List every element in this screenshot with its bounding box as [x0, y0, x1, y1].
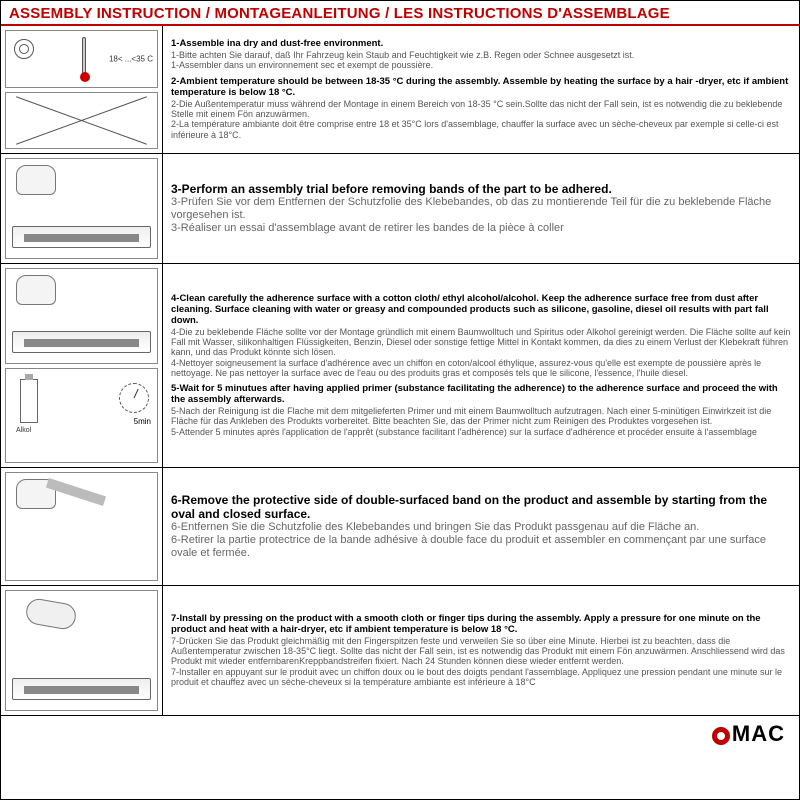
press-hand-icon	[24, 597, 78, 631]
step-1-de: 1-Bitte achten Sie darauf, daß Ihr Fahrz…	[171, 50, 791, 60]
hand-icon	[16, 165, 56, 195]
figure-cell-4	[1, 468, 163, 585]
row-3: Alkol 5min 4-Clean carefully the adheren…	[1, 264, 799, 468]
step-6-fr: 6-Retirer la partie protectrice de la ba…	[171, 534, 791, 559]
clock-label: 5min	[134, 417, 151, 426]
step-6: 6-Remove the protective side of double-s…	[171, 494, 791, 560]
step-4-fr: 4-Nettoyer soigneusement la surface d'ad…	[171, 358, 791, 379]
trim-strip-icon	[24, 234, 139, 242]
cross-out-icon	[12, 99, 151, 143]
pictogram-peel-tape	[5, 472, 158, 581]
bottle-label: Alkol	[16, 427, 31, 434]
footer: MAC	[1, 716, 799, 752]
text-cell-2: 3-Perform an assembly trial before remov…	[163, 154, 799, 263]
step-1-en: 1-Assemble ina dry and dust-free environ…	[171, 39, 791, 50]
step-3-de: 3-Prüfen Sie vor dem Entfernen der Schut…	[171, 196, 791, 221]
step-7-de: 7-Drücken Sie das Produkt gleichmäßig mi…	[171, 636, 791, 667]
trim-strip-icon	[24, 686, 139, 694]
step-7-en: 7-Install by pressing on the product wit…	[171, 614, 791, 636]
row-2: 3-Perform an assembly trial before remov…	[1, 154, 799, 264]
step-2: 2-Ambient temperature should be between …	[171, 77, 791, 140]
pictogram-sun-thermometer: 18< ...<35 C	[5, 30, 158, 88]
step-4-en: 4-Clean carefully the adherence surface …	[171, 294, 791, 327]
pictogram-no-spray	[5, 92, 158, 150]
logo-o-icon	[712, 727, 730, 745]
header-bar: ASSEMBLY INSTRUCTION / MONTAGEANLEITUNG …	[1, 1, 799, 26]
step-7-fr: 7-Installer en appuyant sur le produit a…	[171, 667, 791, 688]
step-2-en: 2-Ambient temperature should be between …	[171, 77, 791, 99]
text-cell-1: 1-Assemble ina dry and dust-free environ…	[163, 26, 799, 153]
step-6-de: 6-Entfernen Sie die Schutzfolie des Kleb…	[171, 521, 791, 534]
step-5-fr: 5-Attender 5 minutes après l'application…	[171, 427, 791, 437]
step-3: 3-Perform an assembly trial before remov…	[171, 183, 791, 235]
figure-cell-2	[1, 154, 163, 263]
temperature-range-label: 18< ...<35 C	[109, 54, 153, 63]
pictogram-clean-surface	[5, 268, 158, 364]
figure-cell-5	[1, 586, 163, 715]
row-4: 6-Remove the protective side of double-s…	[1, 468, 799, 586]
thermometer-icon	[82, 37, 86, 77]
text-cell-4: 6-Remove the protective side of double-s…	[163, 468, 799, 585]
step-5-de: 5-Nach der Reinigung ist die Flache mit …	[171, 406, 791, 427]
row-1: 18< ...<35 C 1-Assemble ina dry and dust…	[1, 26, 799, 154]
step-2-de: 2-Die Außentemperatur muss während der M…	[171, 99, 791, 120]
row-5: 7-Install by pressing on the product wit…	[1, 586, 799, 716]
wipe-hand-icon	[16, 275, 56, 305]
clock-icon	[119, 383, 149, 413]
step-1-fr: 1-Assembler dans un environnement sec et…	[171, 60, 791, 70]
sun-icon	[14, 39, 34, 59]
step-5: 5-Wait for 5 minutues after having appli…	[171, 384, 791, 437]
figure-cell-3: Alkol 5min	[1, 264, 163, 467]
pictogram-press-install	[5, 590, 158, 711]
step-2-fr: 2-La température ambiante doit être comp…	[171, 119, 791, 140]
brand-text: MAC	[732, 721, 785, 747]
brand-logo: MAC	[712, 721, 785, 747]
text-cell-5: 7-Install by pressing on the product wit…	[163, 586, 799, 715]
step-3-fr: 3-Réaliser un essai d'assemblage avant d…	[171, 222, 791, 235]
alcohol-bottle-icon	[20, 379, 38, 423]
step-6-en: 6-Remove the protective side of double-s…	[171, 494, 791, 522]
page: ASSEMBLY INSTRUCTION / MONTAGEANLEITUNG …	[0, 0, 800, 800]
figure-cell-1: 18< ...<35 C	[1, 26, 163, 153]
step-4-de: 4-Die zu beklebende Fläche sollte vor de…	[171, 327, 791, 358]
step-5-en: 5-Wait for 5 minutues after having appli…	[171, 384, 791, 406]
pictogram-primer-wait: Alkol 5min	[5, 368, 158, 464]
text-cell-3: 4-Clean carefully the adherence surface …	[163, 264, 799, 467]
trim-strip-icon	[24, 339, 139, 347]
page-title: ASSEMBLY INSTRUCTION / MONTAGEANLEITUNG …	[9, 5, 791, 22]
step-7: 7-Install by pressing on the product wit…	[171, 614, 791, 688]
step-4: 4-Clean carefully the adherence surface …	[171, 294, 791, 378]
pictogram-trial-fit	[5, 158, 158, 259]
step-3-en: 3-Perform an assembly trial before remov…	[171, 183, 791, 197]
step-1: 1-Assemble ina dry and dust-free environ…	[171, 39, 791, 71]
